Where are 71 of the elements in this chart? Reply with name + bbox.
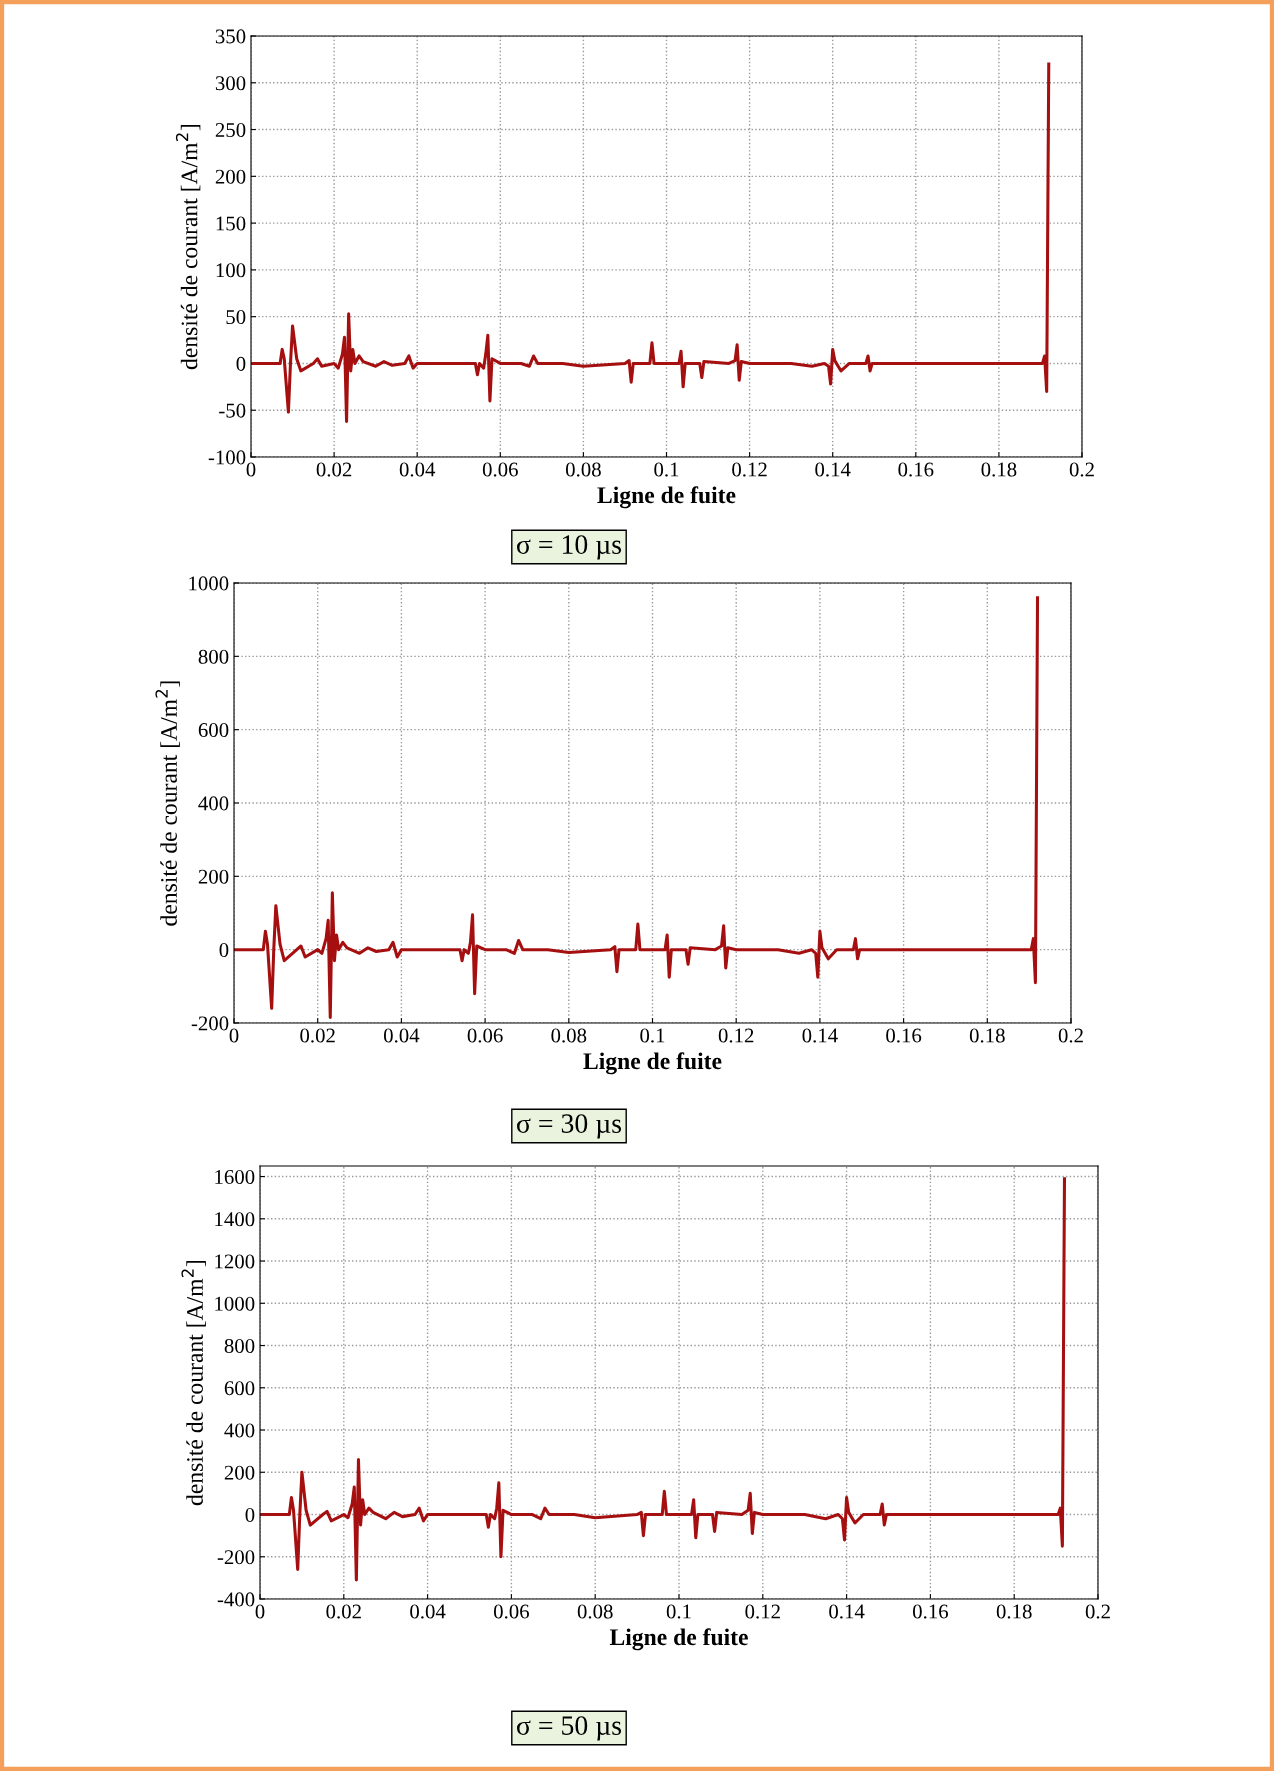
y-tick-label: -50 [219,403,246,418]
line-series [260,1177,1067,1582]
x-tick-label: 0.18 [981,462,1017,477]
x-tick-label: 0.2 [1058,1028,1083,1043]
y-tick-label: -200 [191,1016,229,1031]
y-tick-label: 200 [224,1465,255,1480]
text: σ = 50 µs [517,1716,622,1741]
y-tick-label: 1600 [215,1169,255,1184]
x-tick-label: 0.12 [732,462,767,477]
y-tick-label: 1400 [215,1212,255,1227]
x-tick-label: 0.02 [326,1604,361,1619]
y-tick-label: 800 [198,649,229,664]
y-tick-label: 200 [215,169,246,184]
y-axis-title: densité de courant [A/m$^{2}$] [175,124,201,370]
y-tick-label: -200 [217,1550,255,1565]
x-tick-label: 0.2 [1069,462,1094,477]
x-tick-label: 0.16 [912,1604,949,1619]
y-tick-label: -100 [208,450,246,465]
y-axis-title: densité de courant [A/m$^{2}$] [181,1260,206,1506]
y-tick-label: 400 [224,1423,255,1438]
text: σ = 30 µs [517,1114,622,1139]
x-tick-label: 0.06 [482,462,518,477]
x-tick-label: 0.06 [467,1028,503,1043]
x-tick-label: 0.08 [565,462,601,477]
x-tick-label: 0.14 [829,1604,865,1619]
x-tick-label: 0.14 [815,462,851,477]
y-tick-label: 250 [215,122,246,137]
x-tick-label: 0.12 [718,1028,754,1043]
line-series [251,62,1051,423]
y-tick-label: 1000 [189,576,229,591]
y-tick-label: 1000 [215,1296,255,1311]
y-tick-label: 150 [216,216,246,231]
x-axis-title: Ligne de fuite [583,1052,722,1075]
x-tick-label: 0.12 [745,1604,780,1619]
x-tick-label: 0.02 [300,1028,335,1043]
x-tick-label: 0.08 [577,1604,613,1619]
y-tick-label: 300 [215,76,246,91]
x-tick-label: 0 [255,1604,265,1619]
x-tick-label: 0.04 [383,1028,420,1043]
x-tick-label: 0.1 [654,462,679,477]
y-tick-label: 1200 [215,1254,255,1269]
x-tick-label: 0.16 [898,462,934,477]
y-tick-label: -400 [217,1592,255,1607]
y-axis-title: densité de courant [A/m$^{2}$] [155,681,180,926]
y-tick-label: 800 [224,1338,255,1353]
x-tick-label: 0.1 [666,1604,691,1619]
y-tick-label: 0 [219,943,229,958]
x-tick-label: 0.16 [886,1028,922,1043]
text: σ = 10 µs [517,535,622,560]
x-axis-title: Ligne de fuite [597,486,736,509]
x-tick-label: 0.04 [399,462,436,477]
x-tick-label: 0.06 [493,1604,530,1619]
y-tick-label: 100 [216,263,246,278]
x-tick-label: 0.08 [551,1028,587,1043]
y-tick-label: 350 [215,29,246,44]
x-axis-title: Ligne de fuite [609,1628,748,1651]
x-tick-label: 0.2 [1085,1604,1110,1619]
x-tick-label: 0.02 [316,462,352,477]
x-tick-label: 0.1 [640,1028,665,1043]
y-tick-label: 50 [226,310,246,325]
x-tick-label: 0.14 [802,1028,838,1043]
y-tick-label: 0 [236,356,246,371]
y-tick-label: 200 [198,869,229,884]
y-tick-label: 600 [198,723,229,738]
x-tick-label: 0.04 [410,1604,446,1619]
line-series [234,596,1040,1020]
x-tick-label: 0.18 [969,1028,1005,1043]
x-tick-label: 0.18 [996,1604,1032,1619]
y-tick-label: 600 [224,1381,255,1396]
y-tick-label: 400 [198,796,229,811]
y-tick-label: 0 [245,1507,255,1522]
